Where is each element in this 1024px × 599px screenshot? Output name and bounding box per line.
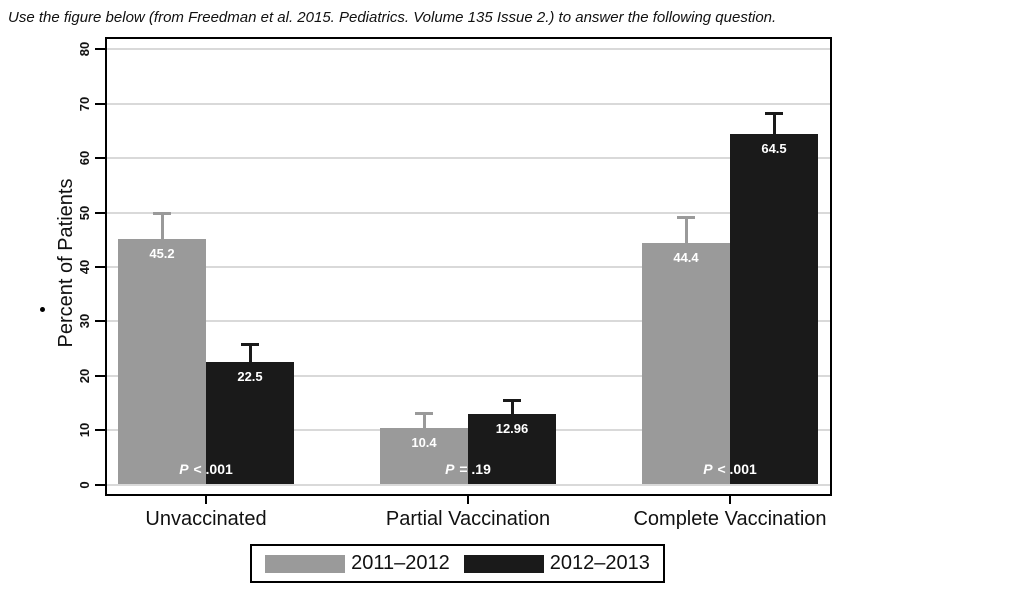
p-symbol: P bbox=[703, 460, 713, 477]
bar-value-label-2011–2012-Unvaccinated: 45.2 bbox=[149, 245, 175, 261]
x-category-label-Complete Vaccination: Complete Vaccination bbox=[633, 508, 827, 530]
y-tick-label-30: 30 bbox=[77, 314, 92, 329]
error-bar-cap-2011–2012-Complete Vaccination bbox=[677, 215, 695, 219]
x-category-label-Unvaccinated: Unvaccinated bbox=[145, 508, 267, 530]
p-symbol: P bbox=[179, 460, 189, 477]
y-tick-label-80: 80 bbox=[77, 42, 92, 57]
bar-2011–2012-Partial Vaccination bbox=[380, 427, 468, 485]
error-bar-line-2011–2012-Unvaccinated bbox=[160, 213, 164, 239]
y-axis-tick-60 bbox=[95, 157, 105, 160]
error-bar-line-2012–2013-Partial Vaccination bbox=[510, 400, 514, 414]
gridline-70 bbox=[105, 102, 832, 105]
p-value-label-Partial Vaccination: P = .19 bbox=[445, 460, 491, 477]
bar-2012–2013-Unvaccinated bbox=[206, 362, 294, 485]
legend-swatch-2011–2012 bbox=[265, 554, 346, 573]
y-tick-label-10: 10 bbox=[77, 422, 92, 438]
x-axis-tick-Partial Vaccination bbox=[467, 496, 469, 504]
gridline-0 bbox=[105, 483, 832, 486]
y-axis-tick-80 bbox=[95, 48, 105, 51]
bar-2012–2013-Complete Vaccination bbox=[730, 133, 818, 485]
bar-2012–2013-Partial Vaccination bbox=[468, 413, 556, 485]
gridline-80 bbox=[105, 48, 832, 51]
gridline-40 bbox=[105, 265, 832, 268]
x-axis-tick-Unvaccinated bbox=[205, 496, 207, 504]
error-bar-line-2011–2012-Complete Vaccination bbox=[684, 216, 688, 243]
y-axis-tick-0 bbox=[95, 483, 105, 486]
bar-value-label-2012–2013-Unvaccinated: 22.5 bbox=[237, 369, 263, 385]
x-category-label-Partial Vaccination: Partial Vaccination bbox=[385, 508, 551, 530]
y-axis-tick-50 bbox=[95, 211, 105, 214]
legend-label-2011–2012: 2011–2012 bbox=[351, 552, 450, 574]
bar-2011–2012-Unvaccinated bbox=[118, 238, 206, 485]
bar-value-label-2011–2012-Complete Vaccination: 44.4 bbox=[673, 249, 699, 265]
plot-area: 0 10 20 30 40 50 60 70 80 45.2 10.4 44.4 22.5 12.96 64… bbox=[77, 37, 832, 496]
error-bar-cap-2011–2012-Unvaccinated bbox=[153, 212, 171, 216]
y-tick-label-20: 20 bbox=[77, 368, 92, 383]
y-tick-label-0: 0 bbox=[77, 480, 92, 489]
legend-entry-2011–2012: 2011–2012 bbox=[265, 552, 450, 575]
y-tick-label-40: 40 bbox=[77, 259, 92, 275]
y-tick-label-60: 60 bbox=[77, 150, 92, 166]
question-header-text: Use the figure below (from Freedman et a… bbox=[8, 9, 777, 26]
legend-entry-2012–2013: 2012–2013 bbox=[463, 552, 650, 575]
x-axis-tick-Complete Vaccination bbox=[729, 496, 731, 504]
gridline-60 bbox=[105, 157, 832, 160]
error-bar-cap-2012–2013-Complete Vaccination bbox=[765, 111, 783, 115]
error-bar-cap-2012–2013-Partial Vaccination bbox=[503, 399, 521, 403]
gridline-50 bbox=[105, 211, 832, 214]
error-bar-cap-2011–2012-Partial Vaccination bbox=[415, 412, 433, 416]
y-axis-tick-40 bbox=[95, 265, 105, 268]
y-axis-title: Percent of Patients bbox=[55, 178, 77, 348]
bar-value-label-2012–2013-Complete Vaccination: 64.5 bbox=[761, 140, 787, 156]
p-value-label-Unvaccinated: P < .001 bbox=[179, 460, 233, 477]
bar-value-label-2012–2013-Partial Vaccination: 12.96 bbox=[495, 420, 529, 436]
y-tick-label-70: 70 bbox=[77, 96, 92, 111]
error-bar-cap-2012–2013-Unvaccinated bbox=[241, 343, 259, 347]
y-tick-label-50: 50 bbox=[77, 205, 92, 220]
p-symbol: P bbox=[445, 460, 455, 477]
y-axis-tick-10 bbox=[95, 429, 105, 432]
p-value-label-Complete Vaccination: P < .001 bbox=[703, 460, 757, 477]
bar-2011–2012-Complete Vaccination bbox=[642, 242, 730, 485]
legend-swatch-2012–2013 bbox=[463, 554, 544, 573]
error-bar-line-2012–2013-Unvaccinated bbox=[248, 344, 252, 363]
y-axis-tick-20 bbox=[95, 374, 105, 377]
gridline-30 bbox=[105, 320, 832, 323]
legend-label-2012–2013: 2012–2013 bbox=[549, 552, 650, 574]
error-bar-line-2012–2013-Complete Vaccination bbox=[772, 112, 776, 134]
bullet-dot bbox=[40, 307, 45, 312]
error-bar-line-2011–2012-Partial Vaccination bbox=[422, 413, 426, 428]
legend: 2011–2012 2012–2013 bbox=[250, 544, 665, 583]
bar-value-label-2011–2012-Partial Vaccination: 10.4 bbox=[411, 434, 437, 450]
y-axis-tick-30 bbox=[95, 320, 105, 323]
y-axis-tick-70 bbox=[95, 102, 105, 105]
gridline-20 bbox=[105, 374, 832, 377]
